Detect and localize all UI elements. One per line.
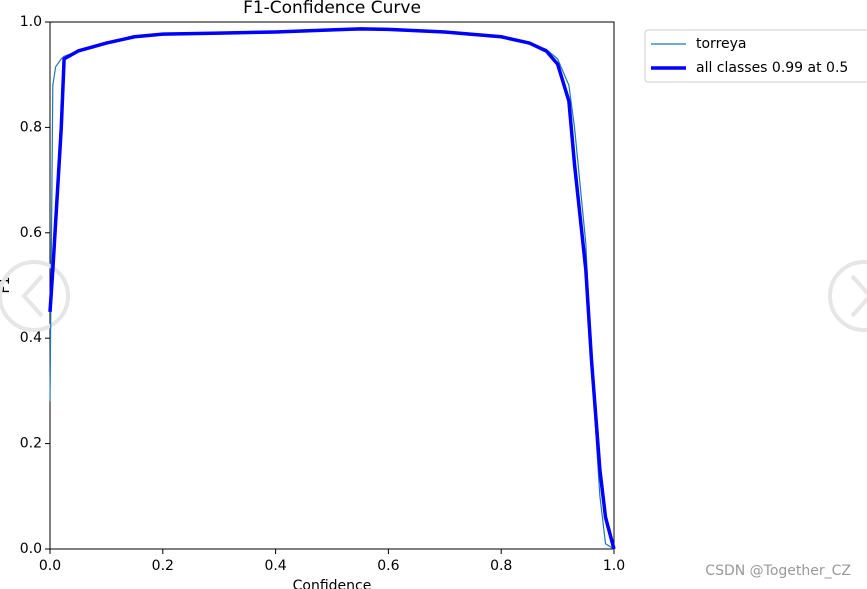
y-tick-label: 0.8 — [20, 119, 42, 135]
legend-box — [644, 29, 867, 83]
x-tick-label: 0.4 — [264, 558, 286, 574]
legend-label: torreya — [696, 36, 747, 52]
y-tick-label: 0.6 — [20, 225, 42, 241]
legend-label: all classes 0.99 at 0.5 — [696, 60, 848, 76]
x-axis-label: Confidence — [293, 578, 372, 589]
x-tick-label: 0.6 — [377, 558, 399, 574]
x-tick-label: 0.2 — [152, 558, 174, 574]
x-tick-label: 0.0 — [39, 558, 61, 574]
nav-next[interactable] — [828, 260, 867, 332]
nav-prev[interactable] — [0, 260, 70, 332]
chart-title: F1-Confidence Curve — [243, 0, 421, 18]
series-line — [48, 27, 616, 550]
x-tick-label: 1.0 — [603, 558, 625, 574]
watermark: CSDN @Together_CZ — [705, 563, 851, 579]
y-tick-label: 1.0 — [20, 14, 42, 30]
y-tick-label: 0.2 — [20, 436, 42, 452]
plot-frame — [49, 21, 615, 550]
x-tick-label: 0.8 — [490, 558, 512, 574]
y-tick-label: 0.0 — [20, 541, 42, 557]
y-tick-label: 0.4 — [20, 330, 42, 346]
